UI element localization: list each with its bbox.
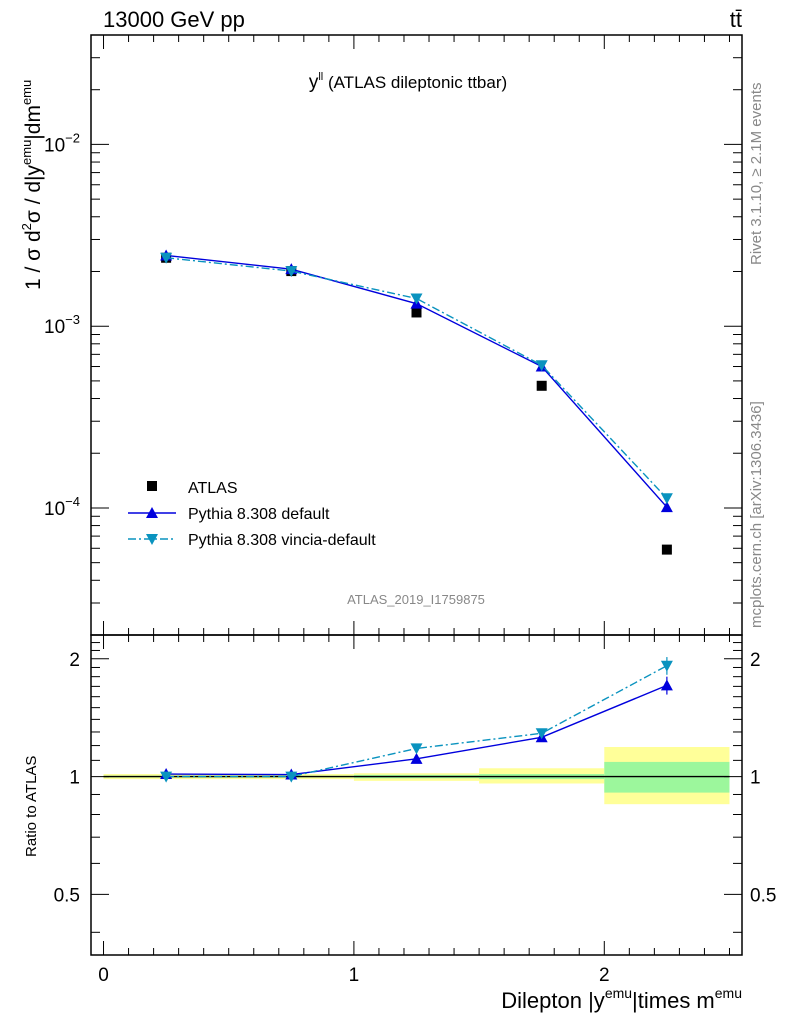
ratio-series-1-point xyxy=(660,660,673,672)
legend-label-atlas: ATLAS xyxy=(188,480,238,497)
main-y-axis-label: 1 / σ d2σ / d|yemu|dmemu xyxy=(19,80,45,290)
ratio-series-1-point xyxy=(410,743,423,755)
ratio-y-tick-label-right: 0.5 xyxy=(750,885,776,906)
x-tick-label: 1 xyxy=(349,965,360,986)
ratio-series-1-point xyxy=(285,771,298,783)
ratio-series-1-line xyxy=(166,665,668,778)
x-axis-label: Dilepton |yemu|times memu xyxy=(501,985,742,1013)
x-tick-label: 0 xyxy=(98,965,109,986)
legend-marker-vincia xyxy=(146,534,158,545)
ratio-y-tick-label: 2 xyxy=(69,650,80,671)
ratio-plot-frame xyxy=(90,634,743,956)
ratio-y-axis-label: Ratio to ATLAS xyxy=(23,756,40,857)
title-sup: ll xyxy=(318,71,323,83)
main-series-1-line xyxy=(166,254,668,508)
y-tick-label: 10−4 xyxy=(44,494,80,520)
ratio-series-1-point xyxy=(535,728,548,740)
process-label: tt̄ xyxy=(730,7,742,32)
ratio-series-1-point xyxy=(160,771,173,783)
legend-label-vincia: Pythia 8.308 vincia-default xyxy=(188,532,376,549)
main-series-2-point xyxy=(410,293,423,305)
main-series-2-point xyxy=(535,360,548,372)
y-tick-label: 10−2 xyxy=(44,130,80,156)
ratio-series-0-point xyxy=(410,752,423,764)
ratio-y-tick-label: 1 xyxy=(69,768,80,789)
main-series-1-point xyxy=(660,501,673,513)
main-title: yll (ATLAS dileptonic ttbar) xyxy=(309,71,507,93)
legend: ATLAS Pythia 8.308 default Pythia 8.308 … xyxy=(128,480,376,549)
legend-label-default: Pythia 8.308 default xyxy=(188,506,330,523)
main-series-2-point xyxy=(160,252,173,264)
energy-label: 13000 GeV pp xyxy=(103,7,245,32)
analysis-tag: ATLAS_2019_I1759875 xyxy=(347,592,485,607)
ratio-y-tick-label-right: 2 xyxy=(750,650,761,671)
y-tick-label: 10−3 xyxy=(44,312,80,338)
ratio-series-0-point xyxy=(660,679,673,691)
main-series-0-point xyxy=(411,307,422,318)
main-series-2-point xyxy=(660,493,673,505)
x-tick-label: 2 xyxy=(599,965,610,986)
main-series-2-point xyxy=(285,266,298,278)
title-rest: (ATLAS dileptonic ttbar) xyxy=(323,73,507,92)
main-series-0-point xyxy=(536,380,547,391)
main-plot-area: 10−2 10−3 10−4 xyxy=(44,34,742,636)
ratio-plot-area: 0 1 2 0.5 0.5 1 1 2 2 xyxy=(54,635,776,986)
rivet-label: Rivet 3.1.10, ≥ 2.1M events xyxy=(748,83,765,266)
legend-marker-default xyxy=(146,507,158,518)
ratio-y-tick-label: 0.5 xyxy=(54,885,80,906)
legend-marker-atlas xyxy=(147,481,157,491)
main-series-2-line xyxy=(166,257,668,499)
title-y: y xyxy=(309,72,319,93)
main-series-0-point xyxy=(661,544,672,555)
ratio-y-tick-label-right: 1 xyxy=(750,768,761,789)
mcplots-label: mcplots.cern.ch [arXiv:1306.3436] xyxy=(748,401,765,628)
